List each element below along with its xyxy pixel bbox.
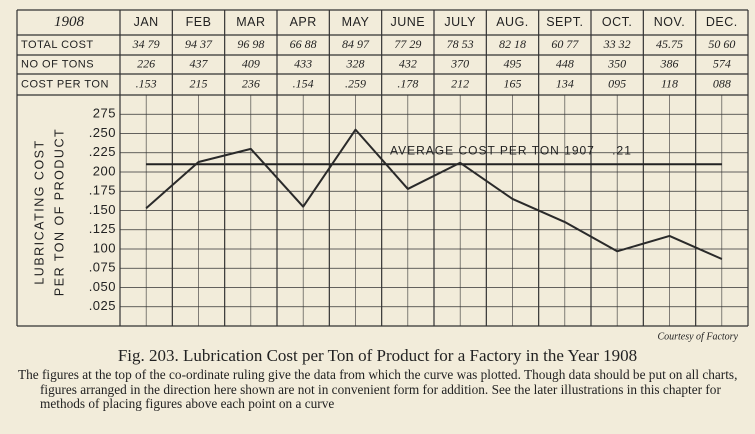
- y-axis-title: LUBRICATING COST: [32, 139, 46, 284]
- cell: 215: [190, 76, 208, 90]
- cell: 45.75: [656, 37, 683, 51]
- y-axis-title: PER TON OF PRODUCT: [52, 128, 66, 296]
- cell: .178: [397, 76, 418, 90]
- y-tick-label: .175: [89, 183, 116, 198]
- cell: 574: [713, 56, 731, 70]
- cell: 96 98: [237, 37, 264, 51]
- data-line: [145, 128, 723, 260]
- row-label: TOTAL COST: [21, 39, 94, 51]
- cell: 134: [556, 76, 574, 90]
- note: The figures at the top of the co-ordinat…: [18, 367, 738, 411]
- cell: 77 29: [394, 37, 421, 51]
- cell: 350: [607, 56, 626, 70]
- y-tick-label: .150: [89, 202, 116, 217]
- cell: 236: [242, 76, 260, 90]
- month-label: FEB: [186, 15, 212, 29]
- month-label: MAR: [236, 15, 265, 29]
- cell: 370: [450, 56, 469, 70]
- cell: 432: [399, 56, 417, 70]
- cell: 78 53: [447, 37, 474, 51]
- cell: 226: [137, 56, 155, 70]
- cell: 095: [608, 76, 626, 90]
- cell: 437: [190, 56, 209, 70]
- cell: 433: [294, 56, 312, 70]
- y-tick-label: .025: [89, 298, 116, 313]
- cell: 84 97: [342, 37, 370, 51]
- cell: 33 32: [603, 37, 631, 51]
- cell: 328: [346, 56, 365, 70]
- cell: 118: [661, 76, 678, 90]
- reference-label: AVERAGE COST PER TON 1907 .21: [390, 143, 632, 157]
- y-tick-label: 200: [93, 163, 116, 178]
- table-corner: 1908: [54, 14, 85, 30]
- y-tick-label: .125: [89, 221, 116, 236]
- cell: 212: [451, 76, 469, 90]
- cell: 66 88: [290, 37, 317, 51]
- y-tick-label: .225: [89, 144, 116, 159]
- cell: 409: [242, 56, 260, 70]
- month-label: SEPT.: [546, 15, 583, 29]
- chart: Courtesy of Factory 1908 JAN FEB MAR APR MAY J…: [16, 9, 749, 342]
- caption: Fig. 203. Lubrication Cost per Ton of Pr…: [117, 346, 638, 365]
- cell: .153: [136, 76, 157, 90]
- cell: 82 18: [499, 37, 526, 51]
- month-label: JUNE: [391, 15, 426, 29]
- month-label: AUG.: [496, 15, 529, 29]
- month-label: NOV.: [654, 15, 685, 29]
- cell: 386: [660, 56, 679, 70]
- month-label: DEC.: [706, 15, 738, 29]
- cell: 34 79: [132, 37, 160, 51]
- month-label: OCT.: [602, 15, 632, 29]
- y-tick-label: 275: [93, 106, 116, 121]
- y-tick-label: .075: [89, 260, 116, 275]
- month-label: JAN: [134, 15, 159, 29]
- month-label: MAY: [342, 15, 370, 29]
- month-label: APR: [290, 15, 317, 29]
- y-tick-label: 100: [93, 240, 116, 255]
- month-label: JULY: [444, 15, 476, 29]
- row-label: COST PER TON: [21, 78, 109, 90]
- cell: 50 60: [708, 37, 735, 51]
- credit: Courtesy of Factory: [657, 331, 738, 342]
- y-tick-label: .250: [89, 125, 116, 140]
- cell: 165: [504, 76, 522, 90]
- cell: 088: [713, 76, 731, 90]
- cell: 448: [556, 56, 574, 70]
- cell: 60 77: [551, 37, 579, 51]
- y-tick-label: .050: [89, 279, 116, 294]
- cell: 94 37: [185, 37, 213, 51]
- cell: 495: [504, 56, 522, 70]
- cell: .154: [293, 76, 314, 90]
- row-label: NO OF TONS: [21, 58, 94, 70]
- cell: .259: [345, 76, 366, 90]
